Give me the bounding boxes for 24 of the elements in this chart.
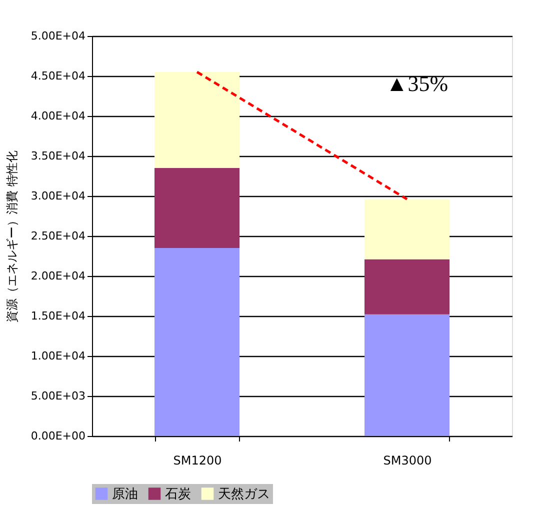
bar	[364, 199, 450, 260]
legend-label: 石炭	[165, 486, 191, 502]
bar	[364, 314, 450, 436]
x-tick-label: SM1200	[173, 454, 222, 468]
y-tick-label: 2.50E+04	[30, 230, 86, 242]
bar	[154, 248, 240, 436]
y-tick-label: 5.00E+04	[30, 30, 86, 42]
x-tick-label: SM3000	[383, 454, 432, 468]
y-tick-label: 1.00E+04	[30, 350, 86, 362]
legend-label: 原油	[112, 486, 138, 502]
y-tick-label: 4.50E+04	[30, 70, 86, 82]
y-tick-label: 3.00E+04	[30, 190, 86, 202]
annotation: ▲35%	[386, 71, 448, 96]
y-tick-label: 0.00E+00	[30, 430, 86, 442]
y-tick-label: 1.50E+04	[30, 310, 86, 322]
y-tick-label: 5.00E+03	[30, 390, 86, 402]
bar	[364, 259, 450, 314]
y-axis-title: 資源（エネルギー）消費 特性化	[4, 150, 19, 322]
y-tick-label: 2.00E+04	[30, 270, 86, 282]
bar	[154, 72, 240, 168]
legend-label: 天然ガス	[218, 486, 270, 502]
y-tick-label: 3.50E+04	[30, 150, 86, 162]
bar	[154, 168, 240, 248]
y-tick-label: 4.00E+04	[30, 110, 86, 122]
